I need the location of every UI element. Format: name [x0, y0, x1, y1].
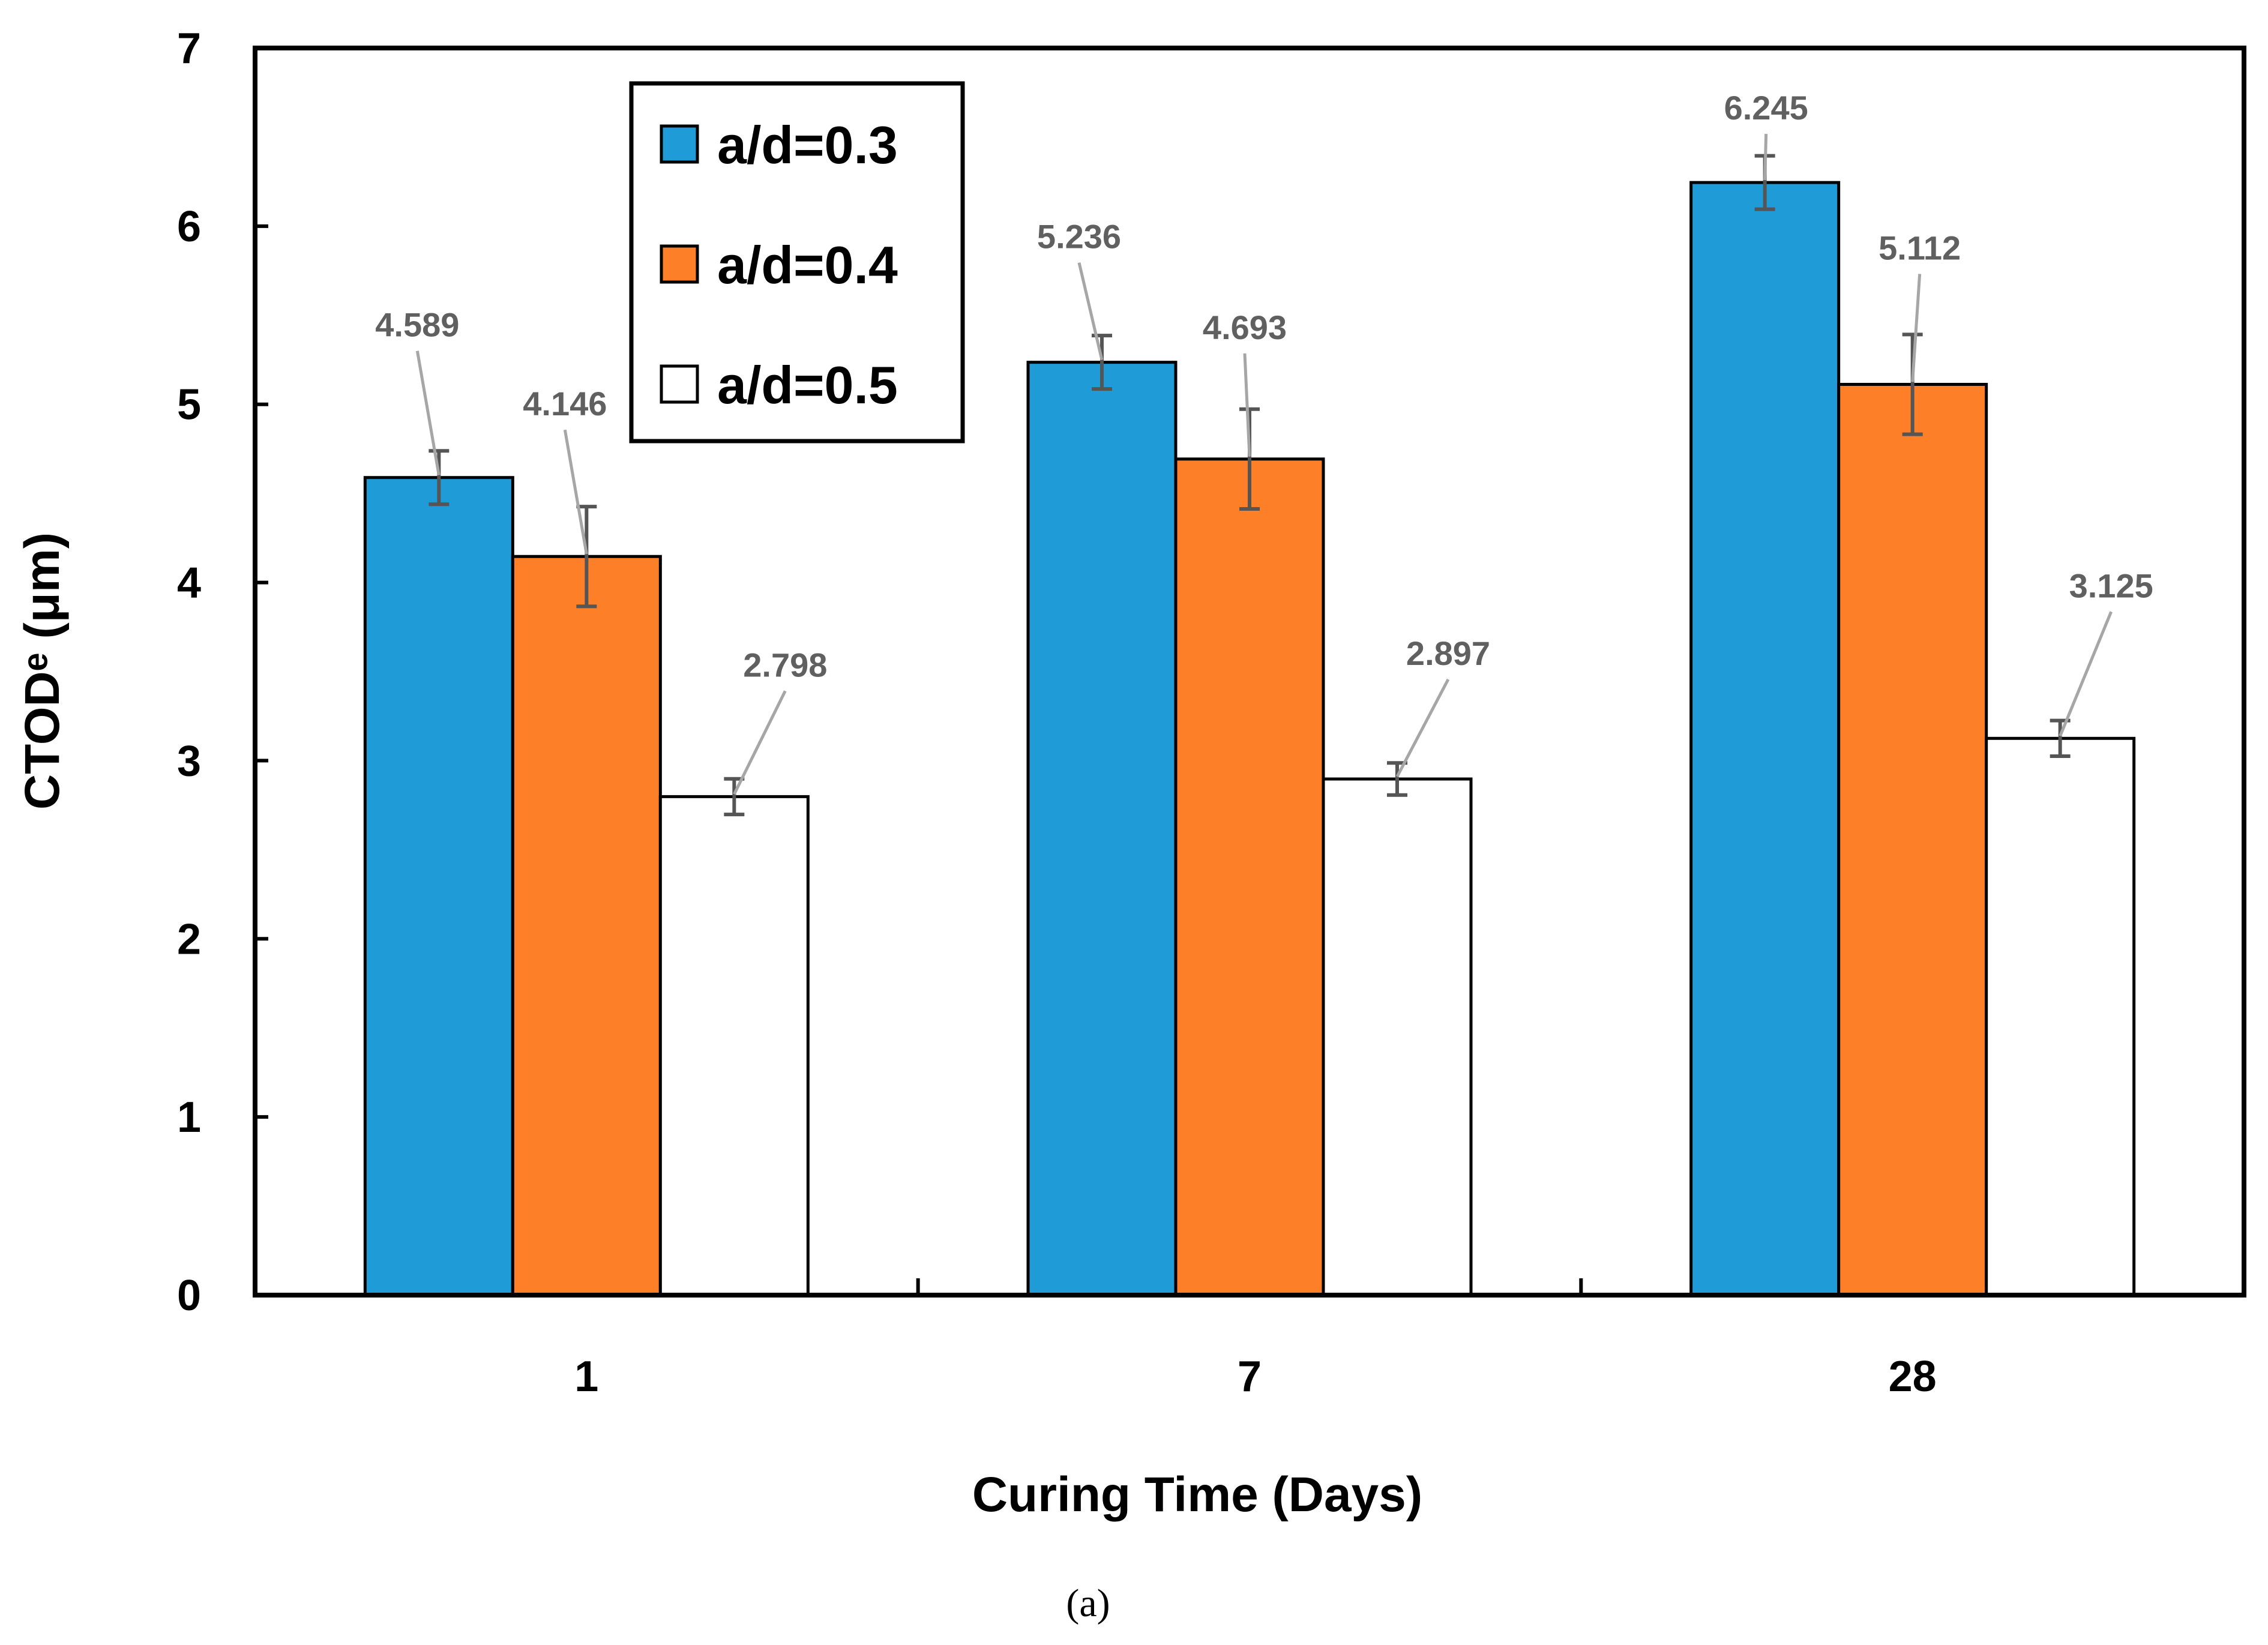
- bar-a-d-0-4-day-7: [1174, 457, 1325, 1297]
- data-label: 4.693: [1203, 308, 1287, 346]
- error-bar: [429, 449, 450, 507]
- y-tick-label: 7: [177, 25, 201, 73]
- bar-a-d-0-3-day-7: [1026, 361, 1178, 1297]
- legend-entry: a/d=0.3: [660, 115, 898, 175]
- data-label-leader: [415, 350, 441, 476]
- bar-a-d-0-4-day-28: [1837, 382, 1988, 1297]
- bar-a-d-0-5-day-1: [658, 795, 810, 1297]
- data-labels-layer: 4.589 5.236 6.245 4.146 4.693 5.112 2.798 2.897…: [375, 89, 2153, 684]
- legend-label: a/d=0.5: [717, 355, 898, 415]
- bar-a-d-0-3-day-28: [1689, 181, 1841, 1297]
- data-label-leader: [733, 690, 787, 795]
- x-axis-ticks: 1 7 28: [574, 1278, 1937, 1401]
- data-label-leader: [1763, 134, 1768, 181]
- data-label-leader: [1911, 274, 1922, 382]
- legend-entries: a/d=0.3 a/d=0.4 a/d=0.5: [660, 115, 898, 415]
- x-axis-title: Curing Time (Days): [972, 1467, 1422, 1522]
- data-label: 2.897: [1406, 634, 1490, 672]
- bars-layer: [363, 181, 2136, 1297]
- y-tick-label: 6: [177, 203, 201, 251]
- y-tick-label: 3: [177, 737, 201, 785]
- data-label: 3.125: [2069, 567, 2153, 604]
- data-label-leader: [1077, 262, 1104, 361]
- data-label-leader: [563, 429, 588, 555]
- data-label-leader: [1243, 353, 1251, 457]
- legend-swatch: [660, 124, 699, 164]
- legend: a/d=0.3 a/d=0.4 a/d=0.5: [629, 81, 965, 444]
- data-label: 6.245: [1724, 89, 1808, 127]
- legend-label: a/d=0.3: [717, 115, 898, 175]
- legend-label: a/d=0.4: [717, 235, 898, 295]
- y-tick-label: 5: [177, 381, 201, 429]
- error-bars-layer: [429, 154, 2071, 817]
- bar-a-d-0-5-day-28: [1985, 736, 2136, 1297]
- legend-entry: a/d=0.5: [660, 355, 898, 415]
- data-label: 5.236: [1037, 218, 1121, 256]
- bar-a-d-0-4-day-1: [511, 555, 662, 1297]
- y-tick-label: 4: [177, 559, 201, 607]
- y-axis-ticks: 0 1 2 3 4 5 6 7: [177, 25, 268, 1320]
- bar-a-d-0-3-day-1: [363, 476, 514, 1297]
- data-label: 4.146: [523, 385, 607, 423]
- bar-a-d-0-5-day-7: [1322, 777, 1473, 1297]
- y-axis-title: CTODᵉ (μm): [15, 532, 70, 810]
- data-label: 4.589: [375, 306, 459, 344]
- figure-caption: (a): [1066, 1581, 1110, 1625]
- y-tick-label: 0: [177, 1272, 201, 1320]
- x-tick-label: 7: [1238, 1353, 1262, 1401]
- data-label: 5.112: [1878, 229, 1961, 266]
- data-label: 2.798: [743, 646, 827, 684]
- leader-lines-layer: [415, 134, 2113, 795]
- x-tick-label: 1: [574, 1353, 598, 1401]
- data-label-leader: [2059, 611, 2113, 737]
- plot-area-frame: [253, 46, 2246, 1298]
- y-tick-label: 2: [177, 915, 201, 963]
- legend-swatch: [660, 364, 699, 404]
- legend-entry: a/d=0.4: [660, 235, 898, 295]
- x-tick-label: 28: [1889, 1353, 1937, 1401]
- y-tick-label: 1: [177, 1093, 201, 1141]
- data-label-leader: [1395, 678, 1450, 778]
- legend-swatch: [660, 244, 699, 284]
- error-bar: [1902, 332, 1923, 436]
